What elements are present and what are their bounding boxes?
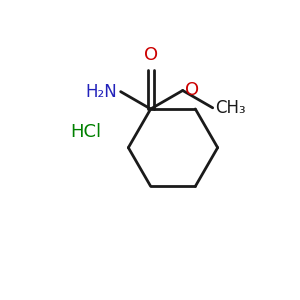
Text: O: O [144, 46, 158, 64]
Text: CH₃: CH₃ [215, 99, 246, 117]
Text: HCl: HCl [70, 123, 102, 141]
Text: H₂N: H₂N [85, 82, 117, 100]
Text: O: O [185, 82, 199, 100]
